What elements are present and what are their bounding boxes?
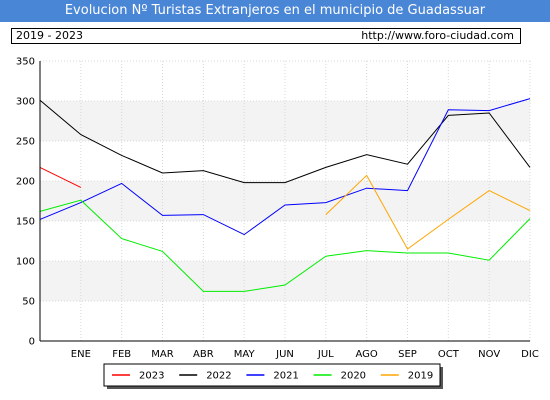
series-line-2020 [39,199,531,292]
x-tick-label: JUL [317,349,334,360]
y-tick-label: 300 [16,97,35,108]
series-line-2021 [39,98,531,236]
y-tick-label: 250 [16,137,35,148]
legend-label-2023: 2023 [139,371,164,382]
chart-title: Evolucion Nº Turistas Extranjeros en el … [0,0,550,22]
series-lines [39,98,531,292]
x-tick-label: SEP [398,349,417,360]
legend-label-2020: 2020 [341,371,366,382]
y-tick-label: 50 [22,297,35,308]
series-line-2019 [325,174,531,250]
y-tick-label: 100 [16,257,35,268]
y-tick-label: 200 [16,177,35,188]
legend: 2023 2022 2021 2020 2019 [103,363,443,389]
series-line-2022 [39,99,531,184]
source-url: http://www.foro-ciudad.com [361,29,514,42]
x-tick-label: AGO [356,349,378,360]
year-range-label: 2019 - 2023 [16,29,83,42]
y-tick-label: 350 [16,57,35,68]
x-tick-label: ABR [193,349,214,360]
x-tick-label: DIC [521,349,539,360]
legend-box [103,363,441,387]
legend-label-2022: 2022 [206,371,231,382]
x-tick-label: MAY [234,349,256,360]
legend-label-2019: 2019 [408,371,433,382]
x-tick-label: ENE [71,349,91,360]
x-tick-label: JUN [275,349,294,360]
info-box: 2019 - 2023 http://www.foro-ciudad.com [11,28,521,44]
x-tick-label: NOV [478,349,500,360]
x-tick-label: MAR [151,349,173,360]
x-tick-label: OCT [438,349,460,360]
legend-label-2021: 2021 [273,371,298,382]
axes [39,61,530,342]
x-tick-label: FEB [112,349,131,360]
series-line-2023 [39,166,82,188]
y-tick-label: 0 [29,337,35,348]
tick-labels: 0 50 100 150 200 250 300 350 ENE FEB MAR ABR MAY JUN J… [16,57,539,361]
y-tick-label: 150 [16,217,35,228]
